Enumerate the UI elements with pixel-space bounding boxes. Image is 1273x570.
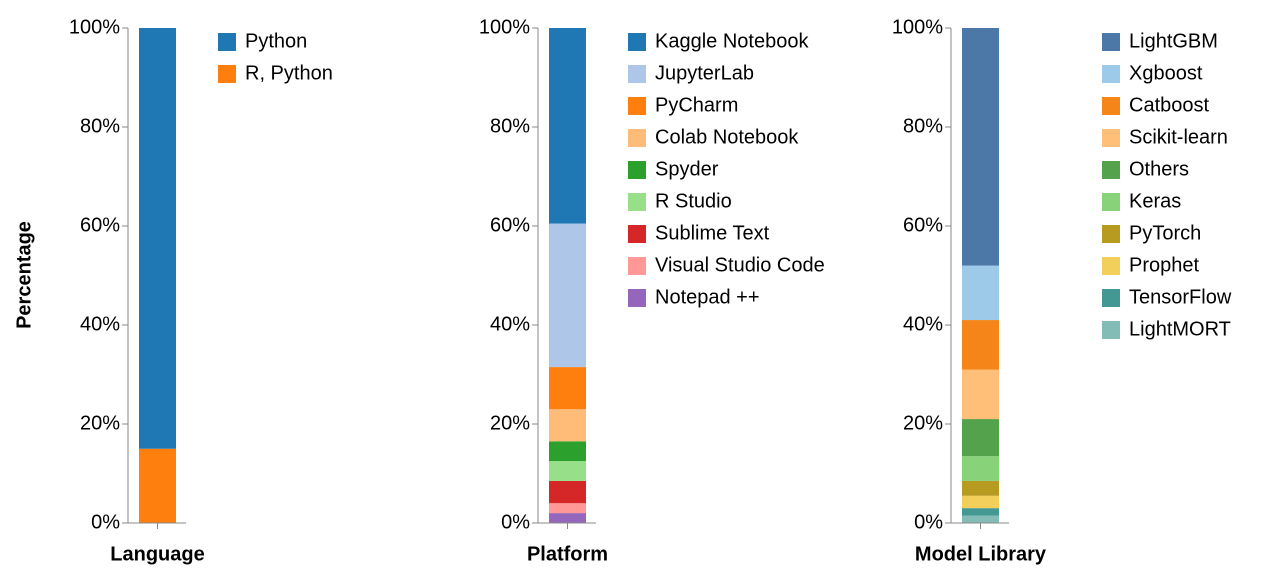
legend-swatch bbox=[628, 193, 646, 211]
legend-label: Others bbox=[1129, 158, 1189, 180]
legend-label: PyCharm bbox=[655, 94, 738, 116]
y-tick-label: 80% bbox=[80, 115, 120, 137]
bar-segment bbox=[962, 515, 999, 523]
y-tick-label: 60% bbox=[80, 214, 120, 236]
x-axis-title: Model Library bbox=[915, 543, 1047, 565]
x-axis-title: Language bbox=[110, 543, 204, 565]
legend-label: Prophet bbox=[1129, 254, 1199, 276]
legend-swatch bbox=[1102, 321, 1120, 339]
bar-segment bbox=[549, 223, 586, 368]
legend-label: JupyterLab bbox=[655, 62, 754, 84]
y-tick-label: 40% bbox=[490, 313, 530, 335]
legend-swatch bbox=[218, 33, 236, 51]
bar-segment bbox=[139, 28, 176, 449]
legend-swatch bbox=[218, 65, 236, 83]
legend-swatch bbox=[1102, 33, 1120, 51]
y-axis-title: Percentage bbox=[13, 221, 35, 329]
legend-swatch bbox=[1102, 257, 1120, 275]
legend-label: LightGBM bbox=[1129, 30, 1218, 52]
bar-segment bbox=[962, 456, 999, 481]
legend-swatch bbox=[628, 289, 646, 307]
legend-swatch bbox=[628, 65, 646, 83]
y-tick-label: 60% bbox=[903, 214, 943, 236]
y-tick-label: 0% bbox=[501, 511, 530, 533]
bar-segment bbox=[962, 320, 999, 370]
legend-swatch bbox=[1102, 225, 1120, 243]
y-tick-label: 40% bbox=[903, 313, 943, 335]
bar-segment bbox=[549, 480, 586, 504]
y-tick-label: 100% bbox=[892, 16, 943, 38]
legend-swatch bbox=[628, 161, 646, 179]
y-tick-label: 20% bbox=[903, 412, 943, 434]
bar-segment bbox=[139, 448, 176, 523]
y-tick-label: 60% bbox=[490, 214, 530, 236]
legend-label: Notepad ++ bbox=[655, 286, 760, 308]
legend-swatch bbox=[628, 33, 646, 51]
bar-segment bbox=[549, 513, 586, 523]
legend-label: TensorFlow bbox=[1129, 286, 1232, 308]
y-tick-label: 100% bbox=[69, 16, 120, 38]
legend-swatch bbox=[628, 257, 646, 275]
y-tick-label: 100% bbox=[479, 16, 530, 38]
legend-label: Python bbox=[245, 30, 307, 52]
bar-segment bbox=[549, 503, 586, 514]
y-tick-label: 80% bbox=[903, 115, 943, 137]
bar-segment bbox=[962, 508, 999, 516]
bar-segment bbox=[962, 265, 999, 321]
legend-swatch bbox=[628, 97, 646, 115]
y-tick-label: 0% bbox=[91, 511, 120, 533]
legend-label: Colab Notebook bbox=[655, 126, 799, 148]
y-tick-label: 80% bbox=[490, 115, 530, 137]
bar-segment bbox=[549, 28, 586, 224]
bar-segment bbox=[962, 480, 999, 496]
legend-label: LightMORT bbox=[1129, 318, 1231, 340]
legend-label: Sublime Text bbox=[655, 222, 770, 244]
bar-segment bbox=[549, 441, 586, 462]
legend-label: Scikit-learn bbox=[1129, 126, 1228, 148]
x-axis-title: Platform bbox=[527, 543, 608, 565]
y-tick-label: 0% bbox=[914, 511, 943, 533]
legend-swatch bbox=[1102, 129, 1120, 147]
legend-label: Visual Studio Code bbox=[655, 254, 825, 276]
y-tick-label: 40% bbox=[80, 313, 120, 335]
bar-segment bbox=[962, 369, 999, 420]
bar-segment bbox=[549, 461, 586, 481]
y-tick-label: 20% bbox=[490, 412, 530, 434]
legend-label: Keras bbox=[1129, 190, 1181, 212]
legend-label: PyTorch bbox=[1129, 222, 1201, 244]
legend-swatch bbox=[1102, 193, 1120, 211]
bar-segment bbox=[962, 419, 999, 457]
bar-segment bbox=[549, 409, 586, 442]
bar-segment bbox=[549, 367, 586, 410]
legend-label: Catboost bbox=[1129, 94, 1209, 116]
legend-swatch bbox=[628, 129, 646, 147]
legend-swatch bbox=[1102, 161, 1120, 179]
legend-label: Kaggle Notebook bbox=[655, 30, 809, 52]
y-tick-label: 20% bbox=[80, 412, 120, 434]
bar-segment bbox=[962, 495, 999, 509]
legend-swatch bbox=[1102, 289, 1120, 307]
legend-swatch bbox=[1102, 97, 1120, 115]
legend-label: Spyder bbox=[655, 158, 719, 180]
legend-swatch bbox=[628, 225, 646, 243]
legend-label: R, Python bbox=[245, 62, 333, 84]
bar-segment bbox=[962, 28, 999, 266]
legend-label: Xgboost bbox=[1129, 62, 1203, 84]
legend-swatch bbox=[1102, 65, 1120, 83]
legend-label: R Studio bbox=[655, 190, 732, 212]
